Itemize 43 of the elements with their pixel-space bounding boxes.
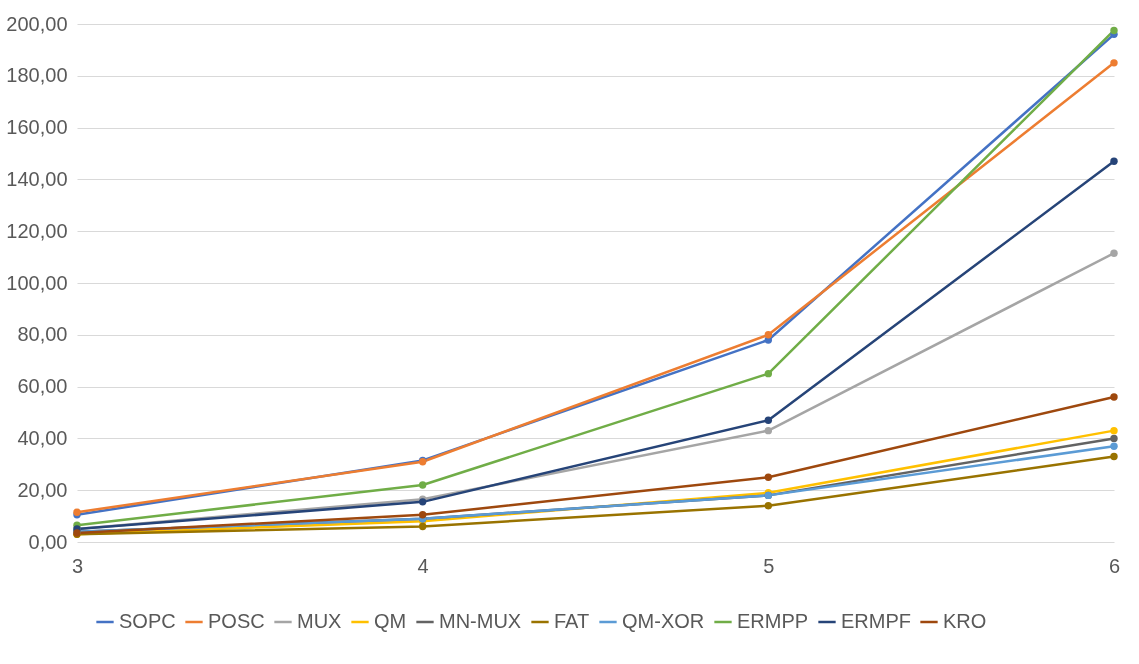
y-tick-label: 200,00 — [6, 12, 68, 35]
legend-label: FAT — [554, 610, 590, 632]
x-tick-label: 6 — [1108, 554, 1121, 577]
legend-label: ERMPF — [841, 610, 911, 632]
y-tick-label: 140,00 — [6, 167, 68, 190]
point — [418, 511, 427, 519]
point — [1110, 249, 1118, 257]
y-tick-label: 80,00 — [17, 323, 68, 346]
y-tick-label: 20,00 — [17, 478, 68, 501]
y-tick-label: 0,00 — [28, 530, 68, 553]
x-tick-label: 3 — [71, 554, 84, 577]
legend-label: SOPC — [119, 610, 176, 632]
legend-label: QM — [374, 610, 407, 632]
point — [764, 426, 773, 435]
point — [1110, 393, 1118, 401]
point — [764, 416, 773, 424]
legend-label: MN-MUX — [439, 610, 522, 632]
y-tick-label: 100,00 — [6, 271, 68, 294]
point — [764, 369, 773, 378]
legend-label: POSC — [208, 610, 265, 632]
point — [1110, 157, 1118, 165]
y-tick-label: 60,00 — [17, 375, 68, 398]
legend-label: KRO — [943, 610, 987, 632]
point — [1110, 434, 1118, 443]
legend-label: ERMPP — [737, 610, 809, 632]
point — [1110, 442, 1118, 450]
point — [1110, 26, 1118, 35]
point — [1110, 452, 1118, 461]
point — [764, 473, 773, 481]
point — [1110, 426, 1118, 435]
x-tick-label: 4 — [417, 554, 429, 577]
y-tick-label: 180,00 — [6, 64, 68, 87]
x-tick-label: 5 — [763, 554, 775, 577]
y-tick-label: 40,00 — [17, 426, 68, 449]
legend-label: QM-XOR — [622, 610, 705, 632]
point — [764, 502, 773, 510]
point — [418, 522, 427, 531]
y-tick-label: 120,00 — [6, 219, 68, 242]
point — [764, 331, 773, 339]
point — [1110, 59, 1118, 67]
point — [418, 481, 427, 489]
legend-label: MUX — [297, 610, 342, 632]
y-tick-label: 160,00 — [6, 116, 68, 139]
